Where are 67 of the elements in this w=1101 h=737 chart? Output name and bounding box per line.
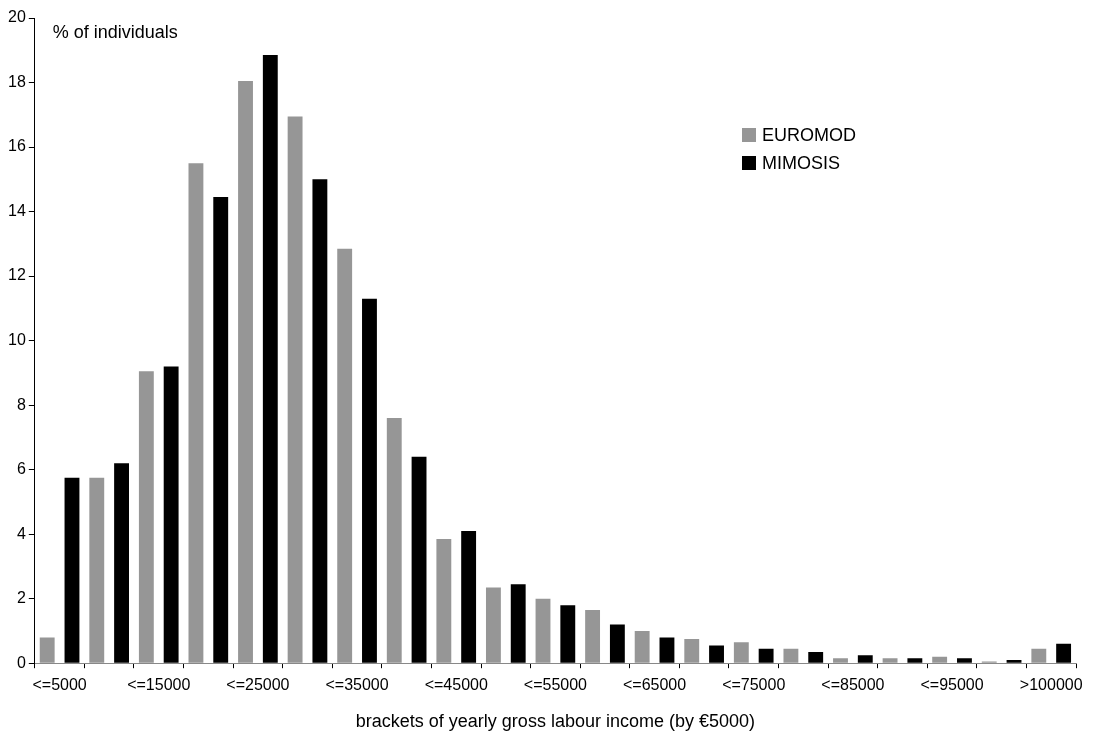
bar: [684, 639, 700, 663]
bar: [362, 298, 377, 663]
y-tick-label: 8: [16, 395, 26, 413]
y-tick-label: 2: [16, 589, 26, 607]
bar: [89, 477, 105, 663]
bar: [609, 624, 625, 663]
bar: [337, 248, 353, 663]
bar: [213, 197, 229, 663]
bar: [659, 637, 675, 663]
bar: [634, 630, 650, 663]
bar: [1056, 643, 1072, 663]
x-tick-label: <=55000: [523, 676, 588, 694]
x-tick-label: >100000: [1019, 676, 1083, 694]
bar: [238, 80, 253, 663]
bar: [188, 163, 204, 663]
y-tick-label: 12: [8, 266, 26, 284]
bar: [783, 648, 799, 663]
y-tick-label: 0: [16, 653, 26, 671]
legend-label: MIMOSIS: [762, 152, 841, 173]
bar: [114, 463, 129, 663]
bar: [461, 530, 477, 663]
bar: [1006, 659, 1022, 663]
bar: [1031, 648, 1047, 663]
bar: [882, 658, 898, 663]
bar: [485, 587, 501, 663]
bar: [312, 179, 328, 663]
y-tick-label: 20: [8, 8, 26, 26]
x-axis-title: brackets of yearly gross labour income (by €5000): [355, 711, 755, 732]
bar: [436, 539, 452, 663]
bar: [386, 418, 402, 663]
bar: [957, 658, 972, 663]
bar: [535, 598, 551, 663]
bar: [907, 658, 923, 663]
bar: [39, 637, 55, 663]
y-tick-label: 16: [8, 137, 26, 155]
bar: [733, 642, 749, 663]
bar: [262, 55, 278, 663]
x-tick-label: <=35000: [325, 676, 389, 694]
x-tick-label: <=95000: [920, 676, 984, 694]
x-tick-label: <=65000: [622, 676, 687, 694]
legend-label: EUROMOD: [762, 124, 856, 145]
y-tick-label: 6: [16, 460, 26, 478]
x-tick-label: <=25000: [226, 676, 290, 694]
bar: [833, 658, 848, 663]
y-tick-label: 18: [8, 72, 26, 90]
y-tick-label: 14: [8, 201, 26, 219]
bar: [932, 656, 948, 663]
bar: [411, 456, 427, 663]
y-tick-label: 10: [8, 331, 26, 349]
bar: [758, 648, 774, 663]
bar: [510, 584, 526, 663]
y-tick-label: 4: [16, 524, 26, 542]
bar: [287, 116, 303, 663]
bar: [560, 605, 576, 663]
x-tick-label: <=5000: [32, 676, 87, 694]
x-tick-label: <=85000: [821, 676, 885, 694]
x-tick-label: <=45000: [424, 676, 488, 694]
bar: [808, 651, 824, 663]
x-tick-label: <=75000: [722, 676, 786, 694]
bar: [64, 477, 80, 663]
x-tick-label: <=15000: [127, 676, 191, 694]
y-axis-title: % of individuals: [52, 21, 178, 42]
bar: [585, 609, 601, 663]
bar: [709, 645, 724, 663]
bar: [163, 366, 179, 663]
bar: [857, 655, 873, 663]
bar: [138, 371, 154, 663]
